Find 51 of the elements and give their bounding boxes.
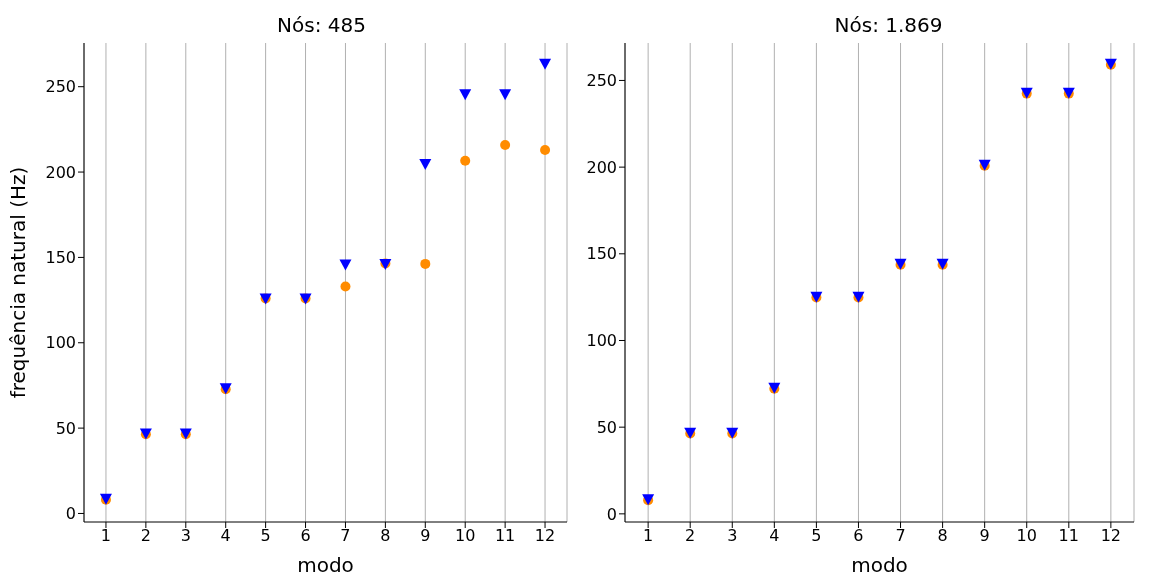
x-tick-label: 12 — [1100, 526, 1122, 546]
x-tick-label: 10 — [1016, 526, 1037, 546]
x-tick-label: 4 — [769, 526, 780, 546]
x-tick-label: 5 — [260, 526, 271, 546]
y-tick-label: 50 — [596, 417, 617, 437]
x-tick-label: 11 — [494, 526, 516, 546]
y-tick-label: 0 — [65, 504, 76, 524]
x-tick-label: 1 — [643, 526, 654, 546]
x-tick-label: 7 — [895, 526, 906, 546]
x-tick-label: 3 — [180, 526, 191, 546]
y-tick-label: 150 — [586, 244, 617, 264]
y-axis-title: frequência natural (Hz) — [6, 166, 31, 399]
point — [500, 140, 511, 151]
y-tick-label: 100 — [586, 331, 617, 351]
chart-title: Nós: 1.869 — [834, 13, 943, 37]
x-tick-label: 3 — [727, 526, 738, 546]
point — [339, 259, 352, 271]
point — [340, 281, 351, 292]
point — [499, 89, 512, 101]
y-tick-label: 250 — [45, 77, 76, 97]
point — [420, 258, 431, 269]
y-tick-label: 150 — [45, 248, 76, 268]
y-tick-label: 0 — [606, 504, 617, 524]
x-tick-label: 2 — [140, 526, 151, 546]
x-axis-title: modo — [851, 553, 908, 577]
x-tick-label: 12 — [534, 526, 556, 546]
x-tick-label: 10 — [455, 526, 476, 546]
y-tick-label: 50 — [55, 418, 76, 438]
x-tick-label: 8 — [937, 526, 948, 546]
y-tick-label: 250 — [586, 71, 617, 91]
x-tick-label: 9 — [420, 526, 431, 546]
point — [540, 145, 551, 156]
x-tick-label: 11 — [1058, 526, 1079, 546]
point — [539, 58, 552, 70]
x-axis-title: modo — [297, 553, 354, 577]
x-tick-label: 5 — [811, 526, 822, 546]
x-tick-label: 9 — [979, 526, 990, 546]
x-tick-label: 6 — [300, 526, 311, 546]
point — [460, 155, 471, 166]
point — [419, 159, 432, 171]
x-tick-label: 8 — [380, 526, 391, 546]
x-tick-label: 7 — [340, 526, 351, 546]
y-tick-label: 200 — [586, 157, 617, 177]
x-tick-label: 1 — [100, 526, 112, 546]
point — [459, 89, 472, 101]
x-tick-label: 4 — [220, 526, 231, 546]
x-tick-label: 6 — [853, 526, 864, 546]
chart-title: Nós: 485 — [277, 13, 366, 37]
x-tick-label: 2 — [685, 526, 696, 546]
y-tick-label: 100 — [45, 333, 76, 353]
y-tick-label: 200 — [45, 162, 76, 182]
